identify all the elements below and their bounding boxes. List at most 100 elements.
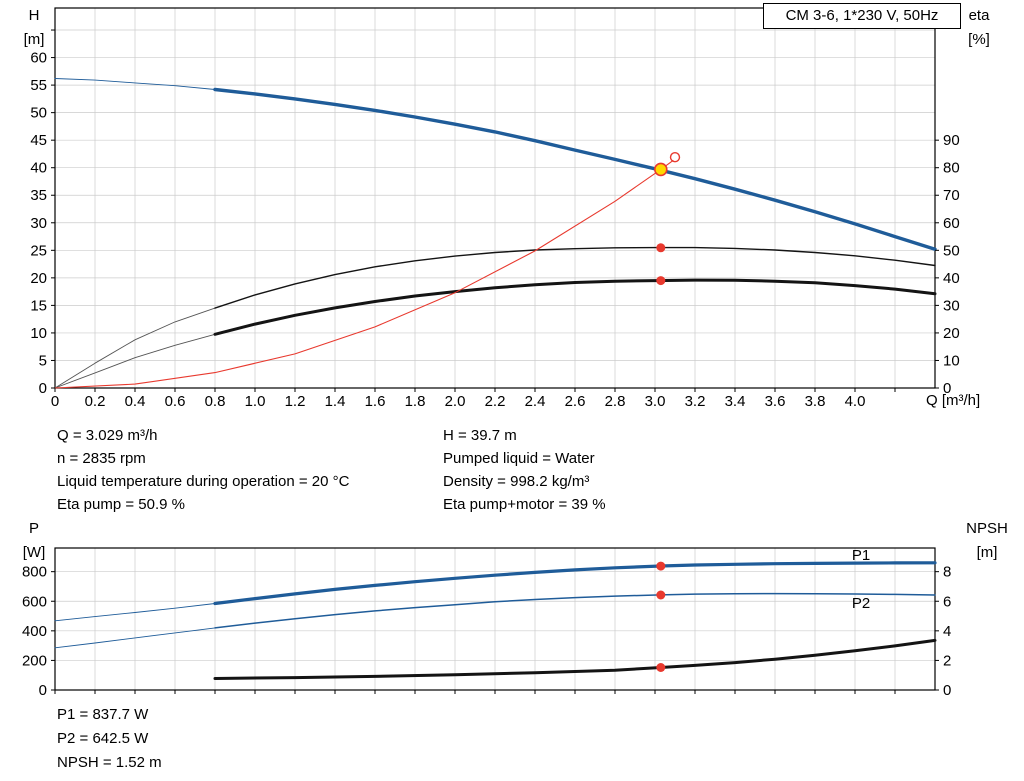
- x-tick-label: 2.8: [605, 393, 626, 410]
- eta-pump-point[interactable]: [656, 243, 666, 253]
- info-line-q: Q = 3.029 m³/h: [57, 427, 158, 444]
- eta-pump-motor-extension[interactable]: [54, 333, 216, 389]
- axis-title-line: [%]: [968, 31, 990, 48]
- right-tick-label: 50: [943, 242, 960, 259]
- npsh-curve[interactable]: [213, 638, 937, 680]
- x-tick-label: 1.2: [285, 393, 306, 410]
- right-tick-label: 4: [943, 623, 951, 640]
- right-tick-label: 0: [943, 682, 951, 699]
- x-tick-label: 1.6: [365, 393, 386, 410]
- right-tick-label: 40: [943, 270, 960, 287]
- power-npsh-chart[interactable]: 0 200 400 600 800 0 2 4 6 8 P1 P2: [0, 540, 1024, 710]
- right-tick-label: 2: [943, 652, 951, 669]
- x-tick-label: 0.2: [85, 393, 106, 410]
- info-line-temperature: Liquid temperature during operation = 20…: [57, 473, 350, 490]
- right-tick-label: 6: [943, 593, 951, 610]
- pump-model-box: CM 3-6, 1*230 V, 50Hz: [763, 3, 961, 29]
- qh-curve[interactable]: [213, 87, 937, 251]
- results-block: P1 = 837.7 W P2 = 642.5 W NPSH = 1.52 m: [57, 703, 162, 775]
- x-tick-label: 1.0: [245, 393, 266, 410]
- series-label-p2: P2: [852, 595, 870, 612]
- info-line-eta-pump-motor: Eta pump+motor = 39 %: [443, 496, 606, 513]
- x-tick-label: 3.0: [645, 393, 666, 410]
- left-tick-label: 600: [22, 593, 47, 610]
- eta-pump-extension[interactable]: [54, 307, 216, 389]
- left-tick-label: 0: [39, 380, 47, 397]
- qh-curve-extension[interactable]: [54, 78, 216, 90]
- axis-title-line: H: [28, 7, 40, 24]
- axis-title-line: [m]: [23, 31, 45, 48]
- p1-curve-extension[interactable]: [54, 603, 216, 622]
- left-tick-label: 400: [22, 623, 47, 640]
- x-tick-label: 2.2: [485, 393, 506, 410]
- x-tick-label: 0.4: [125, 393, 146, 410]
- requested-duty-curve[interactable]: [54, 160, 674, 389]
- series-label-p1: P1: [852, 547, 870, 564]
- p2-point[interactable]: [656, 590, 666, 600]
- operating-point[interactable]: [653, 162, 668, 177]
- left-tick-label: 200: [22, 652, 47, 669]
- x-tick-label: 3.6: [765, 393, 786, 410]
- duty-info-right: H = 39.7 m Pumped liquid = Water Density…: [443, 424, 606, 516]
- npsh-point[interactable]: [656, 663, 666, 672]
- info-line-speed: n = 2835 rpm: [57, 450, 146, 467]
- left-tick-label: 20: [30, 270, 47, 287]
- left-tick-label: 45: [30, 132, 47, 149]
- x-tick-label: 0.6: [165, 393, 186, 410]
- p1-curve[interactable]: [213, 561, 937, 606]
- axis-title-line: P: [28, 520, 39, 537]
- axis-title-line: [W]: [22, 544, 46, 561]
- left-tick-label: 15: [30, 297, 47, 314]
- x-tick-label: 0: [51, 393, 59, 410]
- axis-title-line: NPSH: [966, 520, 1008, 537]
- x-tick-label: 4.0: [845, 393, 866, 410]
- right-tick-label: 0: [943, 380, 951, 397]
- info-line-eta-pump: Eta pump = 50.9 %: [57, 496, 185, 513]
- right-tick-label: 60: [943, 215, 960, 232]
- right-tick-label: 10: [943, 352, 960, 369]
- npsh-axis-title: NPSH [m]: [956, 517, 1018, 565]
- h-axis-title: H [m]: [14, 4, 54, 52]
- x-tick-label: 3.8: [805, 393, 826, 410]
- axis-title-line: [m]: [976, 544, 998, 561]
- x-tick-label: 3.4: [725, 393, 746, 410]
- info-line-head: H = 39.7 m: [443, 427, 517, 444]
- right-tick-label: 8: [943, 564, 951, 581]
- right-tick-label: 90: [943, 132, 960, 149]
- x-tick-label: 2.4: [525, 393, 546, 410]
- left-tick-label: 55: [30, 77, 47, 94]
- p2-curve[interactable]: [214, 592, 936, 629]
- x-tick-label: 1.4: [325, 393, 346, 410]
- right-tick-label: 20: [943, 325, 960, 342]
- result-npsh: NPSH = 1.52 m: [57, 754, 162, 771]
- p-axis-title: P [W]: [14, 517, 54, 565]
- left-tick-label: 0: [39, 682, 47, 699]
- p1-point[interactable]: [656, 561, 666, 571]
- eta-pump-curve[interactable]: [214, 246, 936, 309]
- result-p1: P1 = 837.7 W: [57, 706, 149, 723]
- x-tick-label: 2.6: [565, 393, 586, 410]
- result-p2: P2 = 642.5 W: [57, 730, 149, 747]
- x-tick-label: 0.8: [205, 393, 226, 410]
- left-tick-label: 800: [22, 564, 47, 581]
- axis-title-line: eta: [968, 7, 990, 24]
- qh-performance-chart[interactable]: 0 0.2 0.4 0.6 0.8 1.0 1.2 1.4 1.6 1.8 2.0 2.2 2.4 2.6…: [0, 0, 1024, 418]
- requested-duty-point[interactable]: [669, 151, 681, 163]
- eta-pump-motor-point[interactable]: [656, 276, 666, 286]
- right-tick-label: 80: [943, 160, 960, 177]
- duty-info-left: Q = 3.029 m³/h n = 2835 rpm Liquid tempe…: [57, 424, 349, 516]
- p2-curve-extension[interactable]: [54, 627, 216, 649]
- info-line-liquid: Pumped liquid = Water: [443, 450, 595, 467]
- left-tick-label: 25: [30, 242, 47, 259]
- left-tick-label: 60: [30, 50, 47, 67]
- x-tick-label: 3.2: [685, 393, 706, 410]
- x-tick-label: 2.0: [445, 393, 466, 410]
- left-tick-label: 5: [39, 352, 47, 369]
- eta-pump-motor-curve[interactable]: [213, 278, 937, 336]
- left-tick-label: 35: [30, 187, 47, 204]
- left-tick-label: 10: [30, 325, 47, 342]
- x-tick-label: 1.8: [405, 393, 426, 410]
- right-tick-label: 30: [943, 297, 960, 314]
- left-tick-label: 40: [30, 160, 47, 177]
